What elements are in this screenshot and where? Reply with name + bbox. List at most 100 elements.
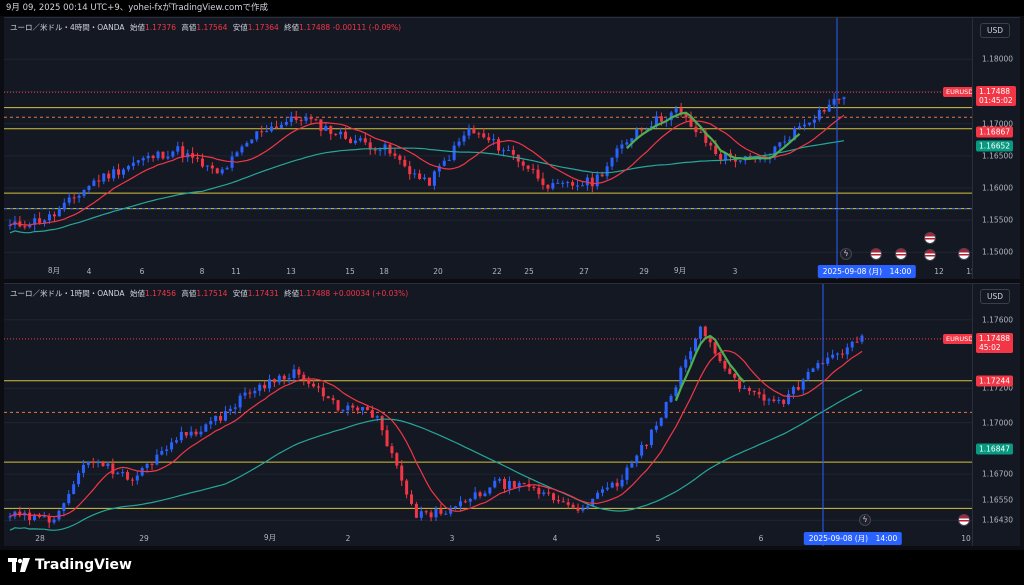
candle-body [166,156,170,159]
candle-body [410,494,414,504]
us-flag-icon[interactable] [924,249,936,261]
time-tick-label: 15 [345,267,355,276]
candle-body [398,155,402,160]
candle-body [630,463,634,468]
moving-average-slow[interactable] [9,140,845,234]
symbol-tag: EURUSD [943,87,972,98]
time-tick-label: 12 [934,267,944,276]
candle-body [447,159,451,161]
candle-body [235,152,239,157]
moving-average-fast[interactable] [9,349,863,518]
candle-body [669,396,673,402]
candle-body [418,173,422,179]
candle-body [724,153,728,160]
plot-area-1h[interactable]: ユーロ／米ドル・1時間・OANDA 始値1.17456 高値1.17514 安値… [4,284,973,546]
signal-line[interactable] [626,111,801,161]
candle-body [767,399,771,401]
price-tick-label: 1.17000 [982,418,1014,428]
candle-body [806,372,810,380]
candle-body [126,165,130,170]
candle-body [373,149,377,151]
candle-body [307,379,311,384]
candle-body [414,503,418,518]
candle-body [324,126,328,131]
candle-body [413,173,417,175]
candle-body [52,214,56,217]
candle-body [561,501,565,503]
moving-average-slow[interactable] [9,389,863,531]
price-tag: 1.17244 [976,375,1014,387]
candle-body [419,511,423,518]
signal-line[interactable] [674,334,746,402]
candle-body [57,209,61,217]
candle-body [380,416,384,431]
price-tick-label: 1.16550 [982,495,1014,505]
moving-average-fast[interactable] [9,114,845,226]
price-tag-value: 1.16867 [979,127,1011,137]
candle-body [483,493,487,497]
candle-body [723,361,727,369]
candle-body [478,492,482,497]
candle-body [96,462,100,464]
price-axis-1h[interactable]: USD 1.17600 1.17200 1.17000 1.16700 1.16550 1… [974,284,1020,546]
candle-body [220,169,224,174]
candle-body [250,139,254,144]
lightning-icon[interactable]: ϟ [859,514,871,526]
chart-panel-1h[interactable]: ユーロ／米ドル・1時間・OANDA 始値1.17456 高値1.17514 安値… [4,283,1020,546]
currency-button[interactable]: USD [980,289,1010,304]
footer-bar: TradingView [0,550,1024,585]
candle-body [319,119,323,131]
candle-body [541,178,545,185]
price-axis-4h[interactable]: USD 1.180001.175001.170001.165001.160001… [974,18,1020,279]
candle-body [463,501,467,503]
us-flag-icon[interactable] [924,232,936,244]
candle-body [827,104,831,112]
time-tick-label: 20 [433,267,443,276]
candle-body [493,480,497,488]
candle-body [260,131,264,133]
candle-body [33,218,37,225]
time-tick-label: 4 [86,267,92,276]
time-tick-label: 18 [379,267,389,276]
tradingview-logo[interactable]: TradingView [8,557,132,573]
candle-body [498,478,502,481]
candle-body [279,124,283,128]
lightning-icon[interactable]: ϟ [840,248,852,260]
candle-body [423,177,427,179]
candle-body [526,165,530,169]
candle-body [263,384,267,389]
candle-body [458,501,462,507]
candle-body [268,379,272,389]
candle-body [383,144,387,150]
candle-body [28,224,32,228]
price-tick-label: 1.17600 [982,315,1014,325]
us-flag-icon[interactable] [895,248,907,260]
candle-body [581,508,585,511]
candle-body [258,384,262,391]
candle-body [571,182,575,186]
chart-panel-4h[interactable]: ユーロ／米ドル・4時間・OANDA 始値1.17376 高値1.17564 安値… [4,17,1020,279]
candle-body [640,129,644,131]
candle-body [836,353,840,355]
candle-body [503,478,507,489]
candle-body [610,157,614,167]
candle-body [57,510,61,520]
candle-body [240,146,244,153]
plot-area-4h[interactable]: ユーロ／米ドル・4時間・OANDA 始値1.17376 高値1.17564 安値… [4,18,973,279]
candle-body [255,131,259,140]
candle-body [312,383,316,387]
candle-body [718,353,722,362]
us-flag-icon[interactable] [958,514,970,526]
candle-body [596,492,600,499]
us-flag-icon[interactable] [958,248,970,260]
price-tag-value: 1.17244 [979,376,1011,386]
candle-body [850,341,854,348]
us-flag-icon[interactable] [870,248,882,260]
candle-body [176,146,180,152]
candle-body [679,367,683,388]
candle-body [146,155,150,159]
currency-button[interactable]: USD [980,23,1010,38]
candle-body [468,498,472,502]
time-tick-label: 6 [139,267,145,276]
candle-body [605,487,609,490]
